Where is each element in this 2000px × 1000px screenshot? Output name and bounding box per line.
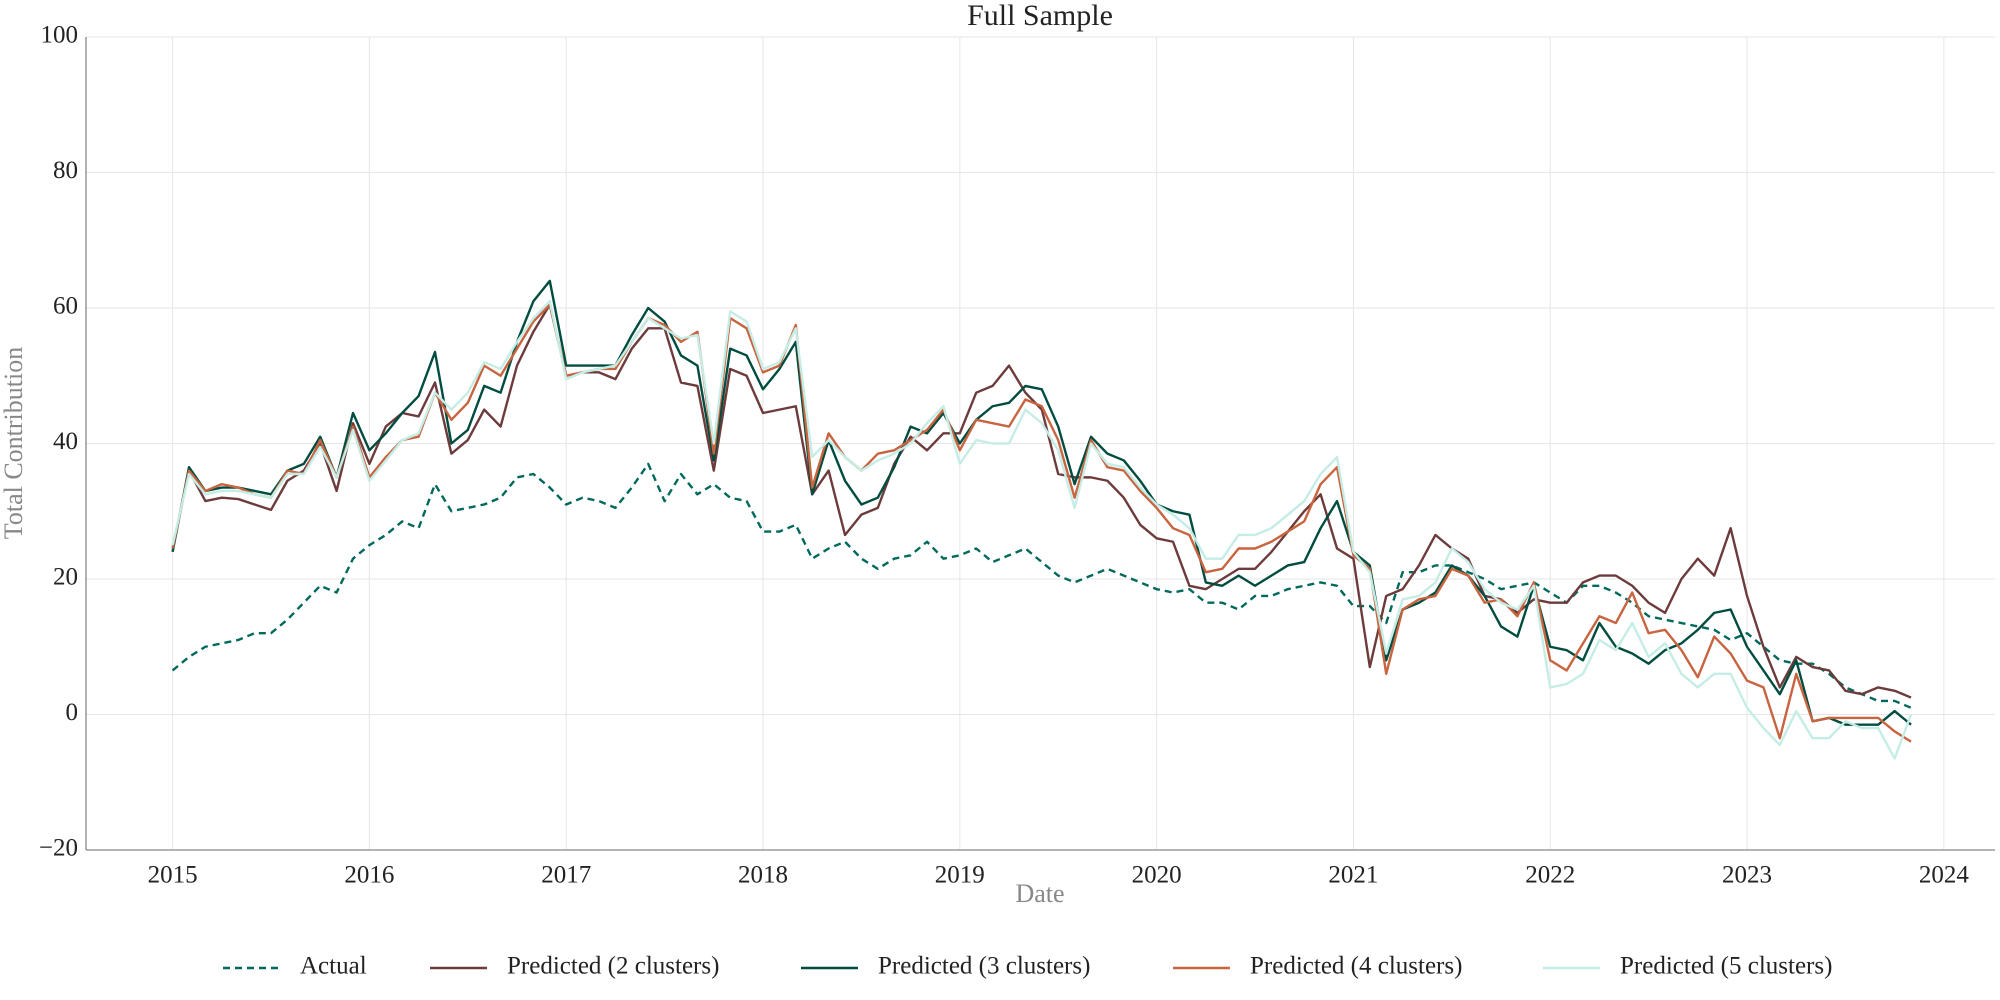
chart-title: Full Sample [967, 0, 1113, 32]
series-line [171, 462, 1912, 709]
x-tick-label: 2022 [1525, 862, 1575, 889]
y-tick-label: −20 [39, 835, 78, 862]
y-tick-label: 20 [53, 564, 78, 591]
legend-label: Predicted (2 clusters) [507, 953, 719, 980]
x-tick-label: 2021 [1328, 862, 1378, 889]
series-line [171, 303, 1912, 699]
x-tick-label: 2020 [1132, 862, 1182, 889]
x-tick-label: 2017 [541, 862, 591, 889]
x-axis-label: Date [1015, 879, 1064, 908]
x-tick-label: 2023 [1722, 862, 1772, 889]
series-line [171, 279, 1912, 726]
series-line [171, 303, 1912, 743]
x-tick-label: 2016 [344, 862, 394, 889]
legend-label: Actual [300, 953, 367, 980]
x-tick-label: 2019 [935, 862, 985, 889]
legend-label: Predicted (3 clusters) [878, 953, 1090, 980]
y-axis-label: Total Contribution [0, 347, 28, 539]
legend-label: Predicted (5 clusters) [1620, 953, 1832, 980]
legend-label: Predicted (4 clusters) [1250, 953, 1462, 980]
x-tick-label: 2015 [148, 862, 198, 889]
x-tick-label: 2018 [738, 862, 788, 889]
y-tick-label: 0 [66, 699, 79, 726]
series-line [171, 300, 1913, 760]
x-tick-label: 2024 [1919, 862, 1970, 889]
y-tick-label: 60 [53, 293, 78, 320]
y-tick-label: 80 [53, 157, 78, 184]
y-tick-label: 100 [41, 22, 79, 49]
y-tick-label: 40 [53, 428, 78, 455]
